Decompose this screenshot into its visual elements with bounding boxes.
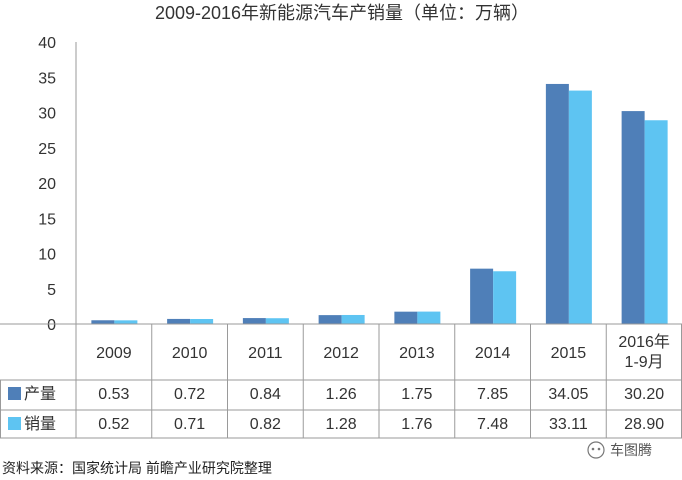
y-tick-label: 10 (38, 247, 56, 264)
y-tick-label: 0 (47, 317, 56, 334)
x-tick-label: 2012 (323, 345, 359, 362)
y-tick-label: 40 (38, 35, 56, 52)
wechat-icon-dot (597, 447, 601, 451)
bar-销量-2 (265, 318, 289, 324)
data-label: 1.76 (401, 416, 432, 433)
watermark-text: 车图腾 (610, 442, 652, 458)
bar-产量-0 (91, 320, 115, 324)
data-label: 0.52 (98, 416, 129, 433)
x-tick-label: 2009 (96, 345, 132, 362)
data-label: 0.84 (250, 386, 281, 403)
data-label: 0.53 (98, 386, 129, 403)
y-tick-label: 35 (38, 70, 56, 87)
bar-产量-2 (242, 318, 266, 324)
data-label: 7.85 (477, 386, 508, 403)
legend-label: 销量 (24, 415, 56, 433)
bar-产量-6 (545, 83, 569, 324)
bar-产量-3 (318, 315, 342, 324)
y-tick-label: 25 (38, 141, 56, 158)
x-tick-label: 2015 (551, 345, 587, 362)
data-label: 1.26 (326, 386, 357, 403)
y-tick-label: 20 (38, 176, 56, 193)
data-label: 34.05 (548, 386, 588, 403)
x-tick-label: 2013 (399, 345, 435, 362)
bar-产量-1 (167, 318, 191, 324)
legend-label: 产量 (24, 385, 56, 403)
data-label: 7.48 (477, 416, 508, 433)
bar-销量-6 (568, 90, 592, 325)
data-label: 1.75 (401, 386, 432, 403)
y-tick-label: 5 (47, 282, 56, 299)
wechat-icon (587, 441, 605, 459)
data-label: 1.28 (326, 416, 357, 433)
x-tick-label: 2010 (172, 345, 208, 362)
bar-销量-1 (190, 318, 214, 324)
source-note: 资料来源：国家统计局 前瞻产业研究院整理 (2, 460, 272, 476)
data-label: 0.72 (174, 386, 205, 403)
data-label: 0.82 (250, 416, 281, 433)
data-label: 33.11 (549, 416, 588, 433)
watermark: 车图腾 (587, 441, 652, 459)
chart-title: 2009-2016年新能源汽车产销量（单位：万辆） (155, 3, 529, 23)
bar-产量-4 (394, 311, 418, 324)
x-tick-label: 2014 (475, 345, 511, 362)
legend-swatch-产量 (8, 387, 21, 400)
y-tick-label: 15 (38, 211, 56, 228)
y-tick-label: 30 (38, 106, 56, 123)
x-tick-label: 2016年 1-9月 (618, 333, 670, 371)
x-tick-label: 2011 (248, 345, 283, 362)
data-label: 30.20 (624, 386, 664, 403)
bar-销量-7 (644, 120, 668, 324)
data-label: 28.90 (624, 416, 664, 433)
bar-销量-4 (417, 311, 441, 324)
bar-产量-5 (470, 268, 494, 324)
wechat-icon-dot (591, 447, 595, 451)
data-label: 0.71 (174, 416, 205, 433)
bar-销量-0 (114, 320, 138, 324)
bar-销量-5 (493, 271, 517, 324)
bar-销量-3 (341, 314, 365, 324)
bar-产量-7 (621, 111, 645, 324)
legend-swatch-销量 (8, 417, 21, 430)
